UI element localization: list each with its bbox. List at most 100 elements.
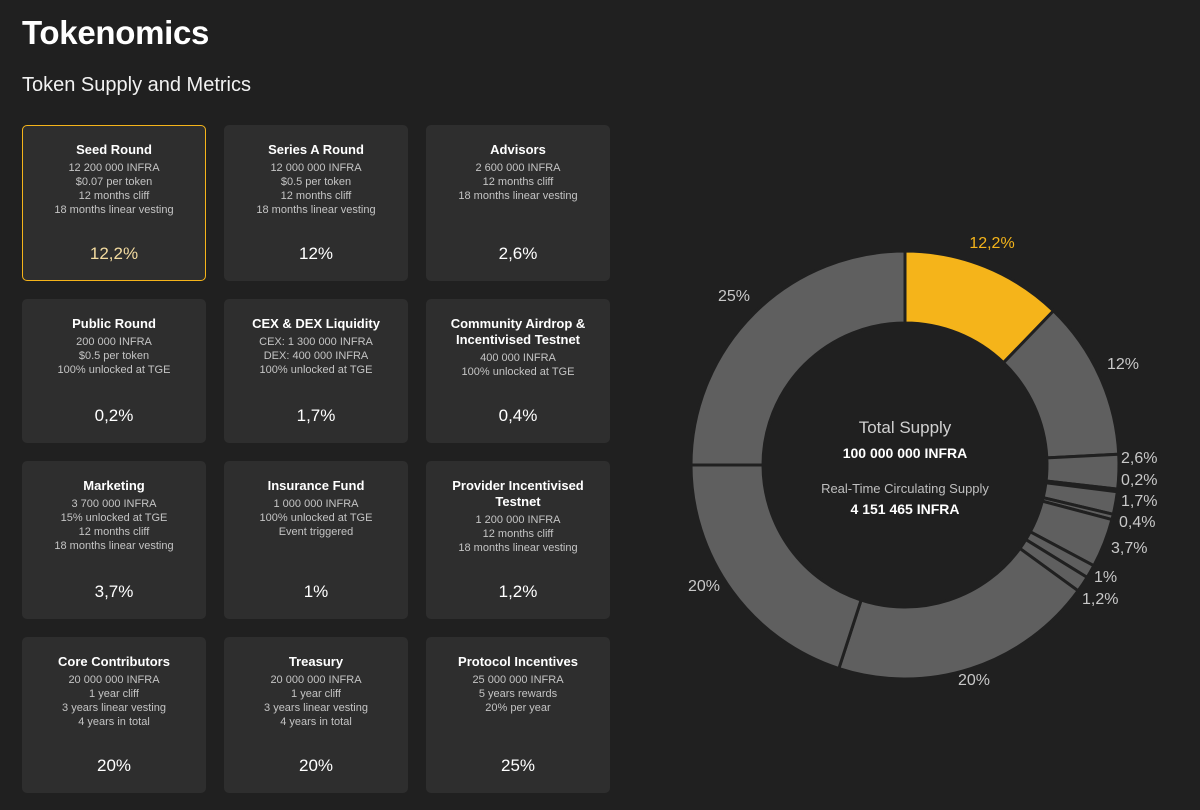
- allocation-card[interactable]: Series A Round 12 000 000 INFRA $0.5 per t…: [224, 125, 408, 281]
- circulating-supply-value: 4 151 465 INFRA: [850, 501, 960, 517]
- allocation-card-detail-line: 1 year cliff: [291, 688, 341, 700]
- allocation-card-detail-line: 12 months cliff: [482, 176, 554, 188]
- allocation-card-detail-line: 1 year cliff: [89, 688, 139, 700]
- allocation-card-detail-line: 12 months cliff: [280, 190, 352, 202]
- allocation-card-detail-line: 20% per year: [485, 702, 551, 714]
- allocation-card[interactable]: Public Round 200 000 INFRA $0.5 per token 1…: [22, 299, 206, 443]
- page-subtitle: Token Supply and Metrics: [22, 74, 252, 96]
- allocation-card-detail-line: 12 months cliff: [78, 526, 150, 538]
- allocation-card-details: 1 200 000 INFRA 12 months cliff 18 months …: [427, 513, 609, 555]
- page-title: Tokenomics: [22, 14, 210, 51]
- allocation-card-details: 20 000 000 INFRA 1 year cliff 3 years line…: [23, 673, 205, 729]
- allocation-card[interactable]: Marketing 3 700 000 INFRA 15% unlocked at …: [22, 461, 206, 619]
- allocation-card-percentage: 3,7%: [94, 582, 134, 601]
- allocation-card-percentage: 0,4%: [498, 406, 538, 425]
- allocation-card-detail-line: 400 000 INFRA: [480, 352, 556, 364]
- allocation-cards-grid: Seed Round 12 200 000 INFRA $0.07 per toke…: [22, 125, 612, 793]
- allocation-card-percentage: 25%: [500, 756, 536, 775]
- allocation-card-detail-line: Event triggered: [278, 526, 354, 538]
- donut-slice[interactable]: [689, 249, 907, 467]
- allocation-card-details: 20 000 000 INFRA 1 year cliff 3 years line…: [225, 673, 407, 729]
- allocation-card-detail-line: 100% unlocked at TGE: [461, 366, 575, 378]
- allocation-card-title: Provider Incentivised Testnet: [452, 478, 584, 509]
- allocation-card-detail-line: 2 600 000 INFRA: [475, 162, 561, 174]
- allocation-card[interactable]: Core Contributors 20 000 000 INFRA 1 year …: [22, 637, 206, 793]
- donut-slice-label: 1,2%: [1082, 591, 1118, 608]
- allocation-card-title: Seed Round: [76, 142, 152, 157]
- donut-slice-label: 1,7%: [1121, 493, 1157, 510]
- allocation-card[interactable]: Seed Round 12 200 000 INFRA $0.07 per toke…: [22, 125, 206, 281]
- allocation-card[interactable]: Advisors 2 600 000 INFRA 12 months cliff 18…: [426, 125, 610, 281]
- donut-slice-label: 20%: [688, 578, 720, 595]
- allocation-card-detail-line: 4 years in total: [78, 716, 150, 728]
- allocation-card-detail-line: 18 months linear vesting: [458, 190, 578, 202]
- allocation-card-detail-line: 15% unlocked at TGE: [60, 512, 168, 524]
- allocation-card-detail-line: 200 000 INFRA: [76, 336, 152, 348]
- allocation-card-detail-line: 1 200 000 INFRA: [475, 514, 561, 526]
- allocation-card-title: Advisors: [490, 142, 546, 157]
- allocation-card-percentage: 1,7%: [296, 406, 336, 425]
- allocation-card-details: 200 000 INFRA $0.5 per token 100% unlocked…: [23, 335, 205, 377]
- allocation-card-percentage: 1%: [303, 582, 329, 601]
- allocation-card-percentage: 12%: [298, 244, 334, 263]
- allocation-card-percentage: 20%: [298, 756, 334, 775]
- allocation-card-detail-line: $0.5 per token: [280, 176, 352, 188]
- allocation-card-detail-line: 100% unlocked at TGE: [259, 512, 373, 524]
- allocation-card[interactable]: Provider Incentivised Testnet 1 200 000 I…: [426, 461, 610, 619]
- donut-slice[interactable]: [689, 463, 864, 671]
- allocation-card-detail-line: 100% unlocked at TGE: [259, 364, 373, 376]
- allocation-card-title: Treasury: [288, 654, 344, 669]
- allocation-card-details: 25 000 000 INFRA 5 years rewards 20% per y…: [427, 673, 609, 715]
- allocation-card-detail-line: 20 000 000 INFRA: [68, 674, 160, 686]
- allocation-card-details: 1 000 000 INFRA 100% unlocked at TGE Event…: [225, 497, 407, 539]
- allocation-card[interactable]: Insurance Fund 1 000 000 INFRA 100% unlock…: [224, 461, 408, 619]
- donut-slice-label: 0,4%: [1119, 514, 1155, 531]
- allocation-card-percentage: 2,6%: [498, 244, 538, 263]
- supply-donut-chart: 12,2% 12% 2,6% 0,2% 1,7% 0,4% 3,7% 1% 1,2% 20% 20%…: [688, 235, 1157, 689]
- allocation-card-detail-line: 25 000 000 INFRA: [472, 674, 564, 686]
- donut-slice-label: 12%: [1107, 356, 1139, 373]
- allocation-card[interactable]: CEX & DEX Liquidity CEX: 1 300 000 INFRA D…: [224, 299, 408, 443]
- allocation-card-detail-line: 1 000 000 INFRA: [273, 498, 359, 510]
- total-supply-value: 100 000 000 INFRA: [842, 445, 968, 461]
- donut-slice-label: 1%: [1094, 569, 1117, 586]
- allocation-card-details: 3 700 000 INFRA 15% unlocked at TGE 12 mon…: [23, 497, 205, 553]
- total-supply-label: Total Supply: [858, 418, 952, 437]
- allocation-card-detail-line: 18 months linear vesting: [256, 204, 376, 216]
- allocation-card-details: CEX: 1 300 000 INFRA DEX: 400 000 INFRA 10…: [225, 335, 407, 377]
- donut-slice[interactable]: [836, 546, 1081, 681]
- allocation-card-detail-line: 3 years linear vesting: [264, 702, 368, 714]
- allocation-card-title: CEX & DEX Liquidity: [252, 316, 380, 331]
- allocation-card-detail-line: 20 000 000 INFRA: [270, 674, 362, 686]
- allocation-card-detail-line: CEX: 1 300 000 INFRA: [259, 336, 373, 348]
- allocation-card-percentage: 0,2%: [94, 406, 134, 425]
- allocation-card-percentage: 12,2%: [89, 244, 139, 263]
- allocation-card-percentage: 1,2%: [498, 582, 538, 601]
- allocation-card-percentage: 20%: [96, 756, 132, 775]
- allocation-card-detail-line: $0.5 per token: [78, 350, 150, 362]
- allocation-card-detail-line: 100% unlocked at TGE: [57, 364, 171, 376]
- donut-slice-label: 12,2%: [969, 235, 1014, 252]
- allocation-card-detail-line: 3 years linear vesting: [62, 702, 166, 714]
- donut-slice-label: 0,2%: [1121, 472, 1157, 489]
- donut-slice-label: 25%: [718, 288, 750, 305]
- allocation-card-detail-line: 12 200 000 INFRA: [68, 162, 160, 174]
- allocation-card[interactable]: Community Airdrop & Incentivised Testnet…: [426, 299, 610, 443]
- allocation-card-details: 12 000 000 INFRA $0.5 per token 12 months …: [225, 161, 407, 217]
- allocation-card-detail-line: 18 months linear vesting: [54, 204, 174, 216]
- allocation-card[interactable]: Treasury 20 000 000 INFRA 1 year cliff 3 ye…: [224, 637, 408, 793]
- allocation-card-detail-line: 5 years rewards: [478, 688, 558, 700]
- allocation-card-title: Marketing: [83, 478, 145, 493]
- allocation-card[interactable]: Protocol Incentives 25 000 000 INFRA 5 yea…: [426, 637, 610, 793]
- allocation-card-title: Core Contributors: [58, 654, 170, 669]
- donut-slice-label: 2,6%: [1121, 450, 1157, 467]
- allocation-card-details: 400 000 INFRA 100% unlocked at TGE: [427, 351, 609, 379]
- allocation-card-details: 2 600 000 INFRA 12 months cliff 18 months …: [427, 161, 609, 203]
- donut-slice-label: 20%: [958, 672, 990, 689]
- donut-slice-label: 3,7%: [1111, 540, 1147, 557]
- allocation-card-title: Protocol Incentives: [458, 654, 578, 669]
- allocation-card-title: Insurance Fund: [267, 478, 365, 493]
- allocation-card-title: Series A Round: [268, 142, 364, 157]
- allocation-card-detail-line: 3 700 000 INFRA: [71, 498, 157, 510]
- allocation-card-details: 12 200 000 INFRA $0.07 per token 12 months…: [23, 161, 205, 217]
